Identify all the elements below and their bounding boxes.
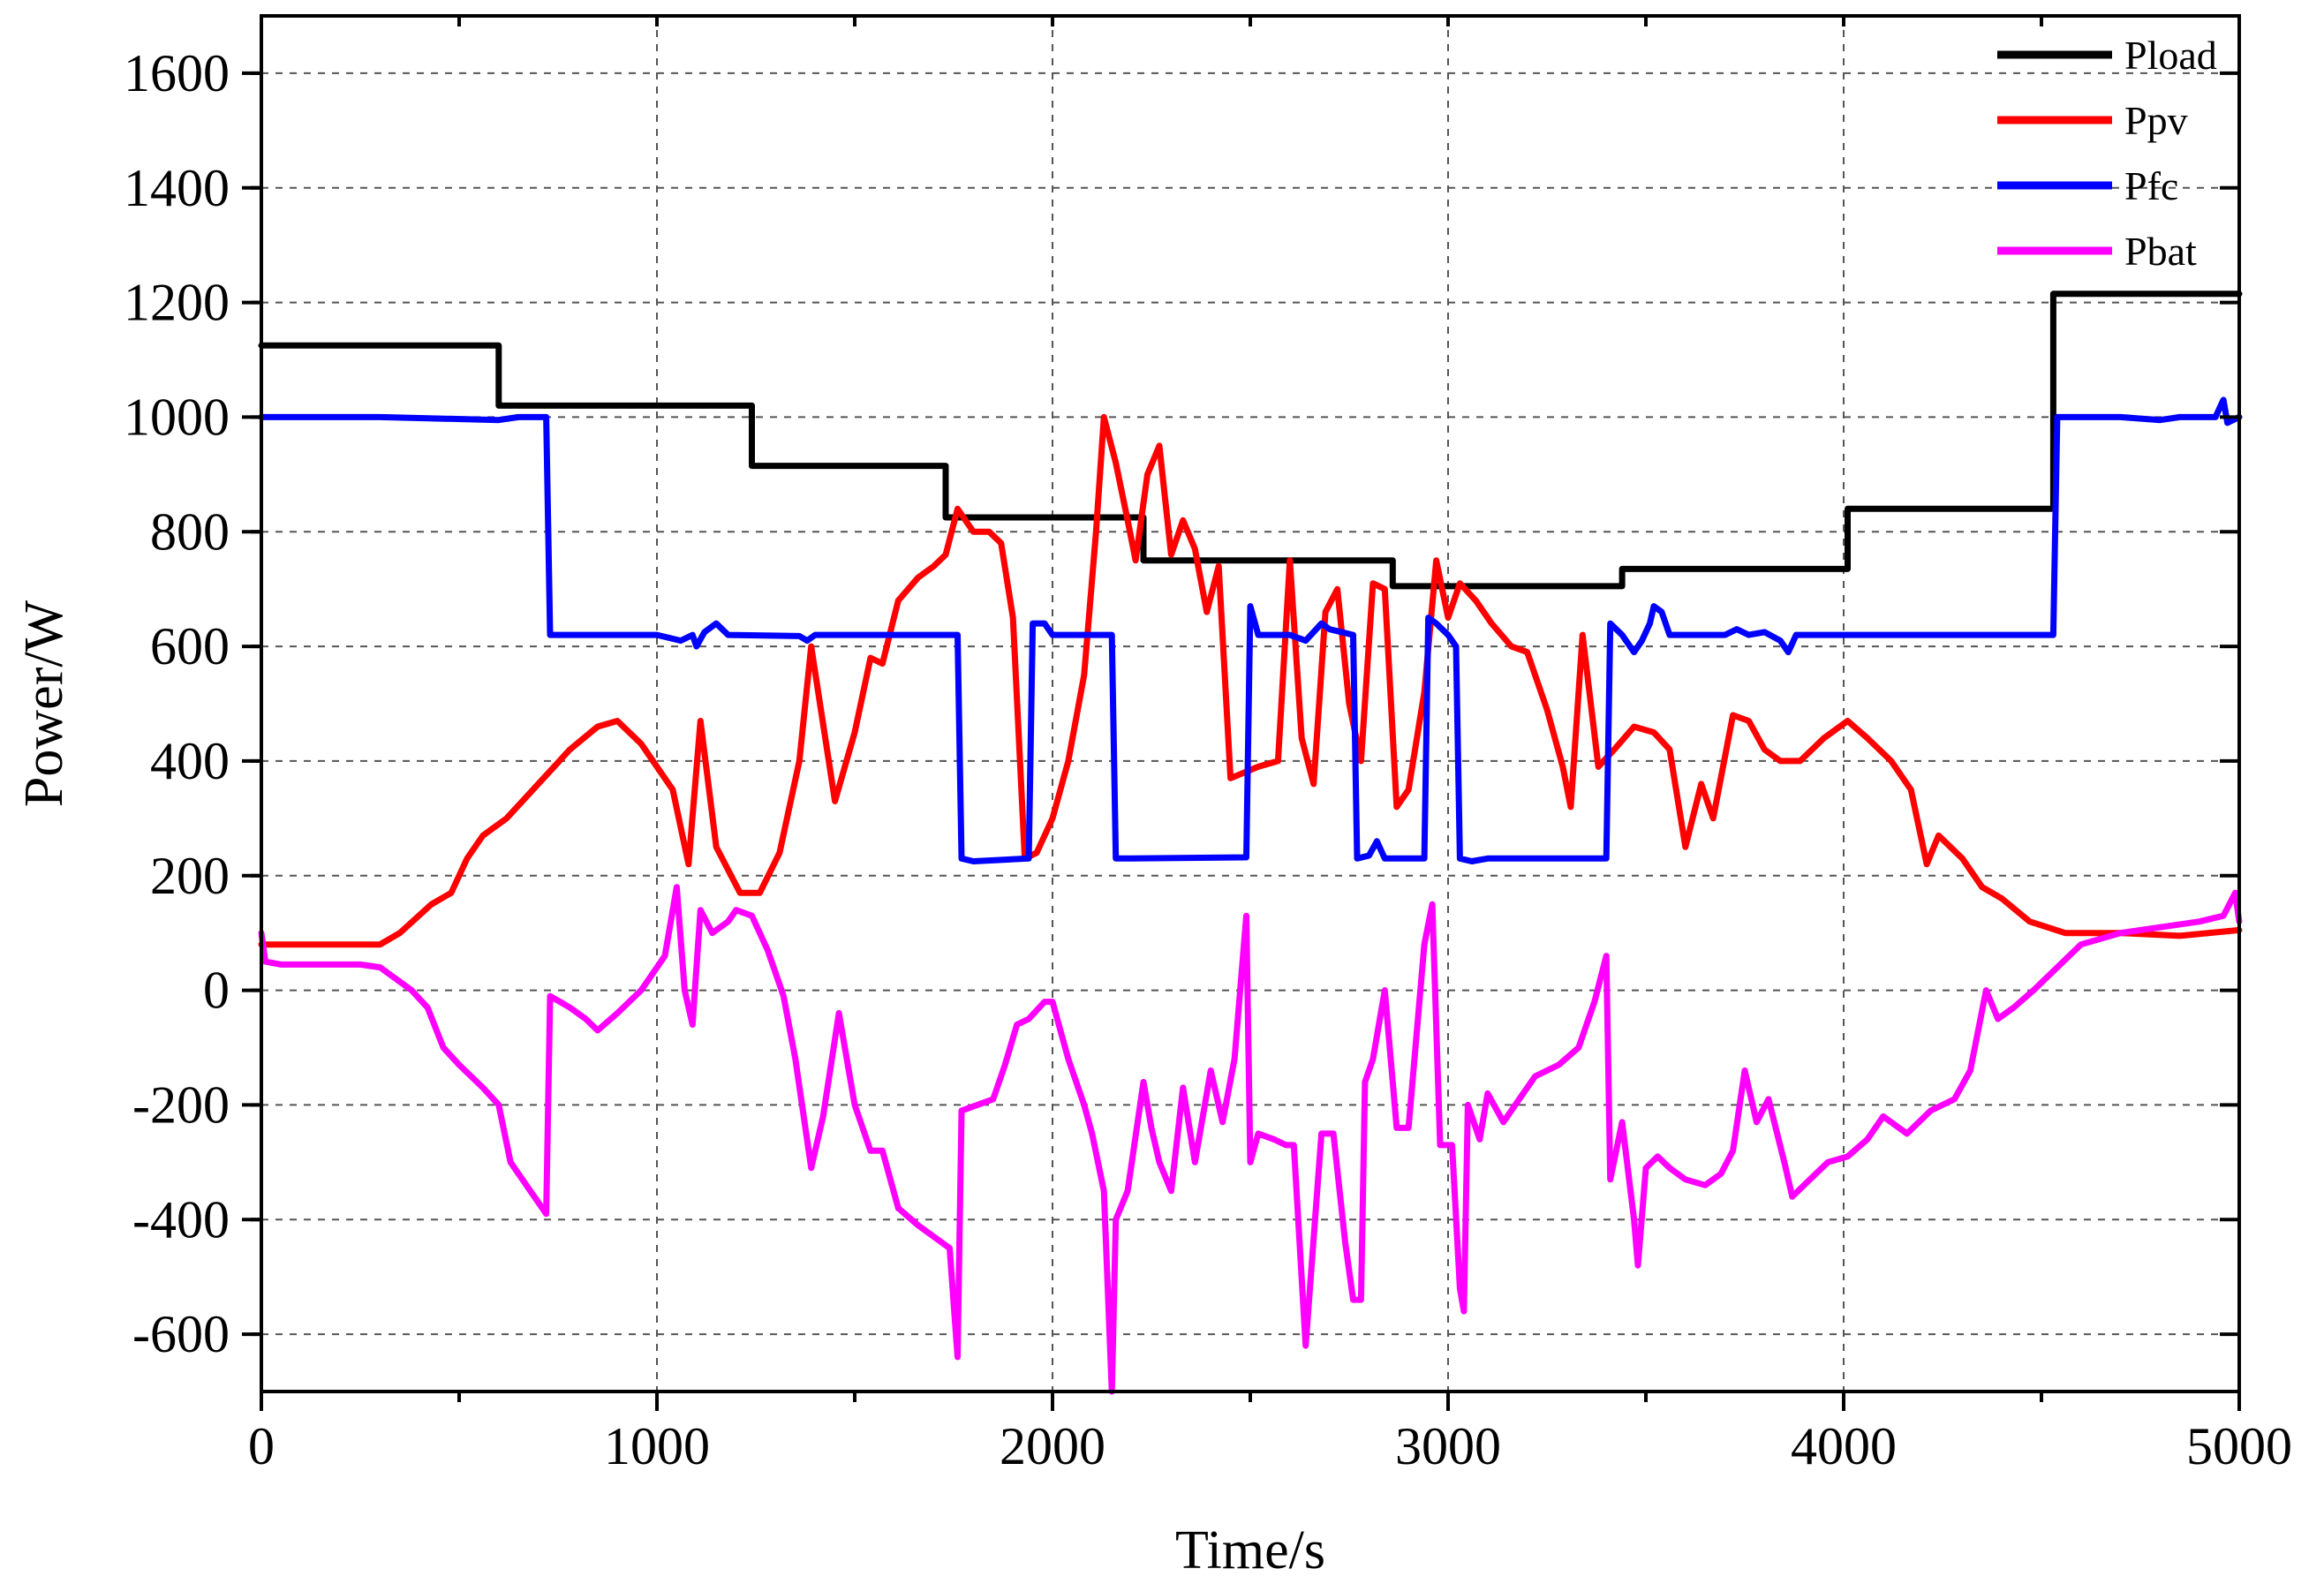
y-tick-label: 600	[150, 617, 230, 675]
y-tick-label: 1400	[124, 159, 230, 217]
x-tick-label: 4000	[1791, 1417, 1897, 1475]
legend-label-pbat: Pbat	[2124, 229, 2197, 274]
series-line-ppv	[258, 413, 2243, 948]
y-axis-title: Power/W	[14, 600, 74, 807]
tick-labels: 0 1000 2000 3000 4000 5000 -600 -400 -200 0 200 400…	[124, 44, 2292, 1475]
y-tick-label: 0	[203, 962, 230, 1020]
series-lines	[258, 290, 2243, 1395]
x-tick-label: 3000	[1395, 1417, 1501, 1475]
x-tick-label: 2000	[1000, 1417, 1105, 1475]
legend-label-pload: Pload	[2124, 33, 2217, 78]
legend: Pload Ppv Pfc Pbat	[1997, 33, 2217, 274]
x-tick-label: 0	[248, 1417, 275, 1475]
series-line-pfc	[258, 396, 2243, 864]
y-tick-label: -600	[132, 1305, 230, 1363]
series-line-pbat	[258, 884, 2243, 1395]
x-axis-title: Time/s	[1175, 1520, 1325, 1580]
legend-label-pfc: Pfc	[2124, 163, 2178, 208]
y-tick-label: 200	[150, 847, 230, 905]
legend-label-ppv: Ppv	[2124, 98, 2188, 143]
y-tick-label: -200	[132, 1075, 230, 1134]
x-tick-label: 1000	[604, 1417, 710, 1475]
y-tick-label: 400	[150, 732, 230, 790]
y-tick-label: 1200	[124, 274, 230, 332]
y-tick-label: 800	[150, 502, 230, 561]
axis-ticks	[242, 16, 2241, 1411]
y-tick-label: 1000	[124, 388, 230, 446]
y-tick-label: 1600	[124, 44, 230, 102]
y-tick-label: -400	[132, 1190, 230, 1248]
series-line-pload	[258, 290, 2243, 590]
x-tick-label: 5000	[2186, 1417, 2292, 1475]
